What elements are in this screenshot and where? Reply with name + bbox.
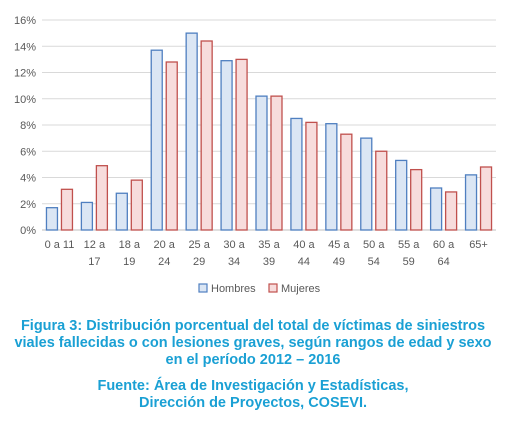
gridlines xyxy=(42,19,496,231)
bar-hombres-2 xyxy=(115,192,128,231)
legend-label-hombres: Hombres xyxy=(211,283,256,295)
x-tick-label: 55 a xyxy=(398,239,420,251)
x-tick-label: 65+ xyxy=(469,239,488,251)
legend-label-mujeres: Mujeres xyxy=(281,283,321,295)
x-tick-label: 20 a xyxy=(154,239,176,251)
bar-mujeres-0 xyxy=(60,188,74,231)
bar-hombres-1 xyxy=(80,201,94,231)
legend: Hombres Mujeres xyxy=(198,283,321,295)
bar-hombres-6 xyxy=(255,95,268,231)
bar-mujeres-12 xyxy=(479,166,493,231)
bar-hombres-5 xyxy=(220,60,233,231)
x-tick-label: 54 xyxy=(368,256,380,268)
bar-chart: 0% 2% 4% 6% 8% 10% 12% 14% 16% 0 a 11 12 a 17 18 a 1… xyxy=(14,15,496,295)
x-tick-label: 59 xyxy=(403,256,415,268)
bar-mujeres-4 xyxy=(200,40,213,231)
bar-hombres-0 xyxy=(45,207,59,231)
bar-hombres-8 xyxy=(325,123,338,231)
bar-hombres-4 xyxy=(185,32,198,231)
x-tick-label: 18 a xyxy=(119,239,141,251)
figure-source: Fuente: Área de Investigación y Estadíst… xyxy=(0,378,506,412)
bar-hombres-12 xyxy=(464,174,478,231)
caption-line: viales fallecidas o con lesiones graves,… xyxy=(14,335,492,351)
x-tick-label: 49 xyxy=(333,256,345,268)
x-tick-label: 64 xyxy=(437,256,449,268)
x-tick-label: 19 xyxy=(123,256,135,268)
bar-mujeres-6 xyxy=(270,95,283,231)
bar-mujeres-7 xyxy=(305,121,318,231)
bar-hombres-7 xyxy=(290,117,303,231)
x-tick-label: 25 a xyxy=(188,239,210,251)
x-tick-label: 60 a xyxy=(433,239,455,251)
y-tick-label: 2% xyxy=(20,199,36,211)
x-tick-label: 35 a xyxy=(258,239,280,251)
x-tick-label: 50 a xyxy=(363,239,385,251)
bar-mujeres-11 xyxy=(444,191,458,231)
bar-mujeres-8 xyxy=(340,133,353,231)
x-tick-label: 30 a xyxy=(223,239,245,251)
y-tick-label: 12% xyxy=(14,68,36,80)
x-tick-label: 40 a xyxy=(293,239,315,251)
y-tick-label: 0% xyxy=(20,225,36,237)
x-tick-label: 24 xyxy=(158,256,170,268)
caption-line: Figura 3: Distribución porcentual del to… xyxy=(20,318,486,334)
bar-mujeres-9 xyxy=(375,150,388,231)
bars xyxy=(45,32,493,231)
y-axis-ticks: 0% 2% 4% 6% 8% 10% 12% 14% 16% xyxy=(14,15,36,237)
caption-line: en el período 2012 – 2016 xyxy=(165,352,341,368)
x-tick-label: 44 xyxy=(298,256,310,268)
x-tick-label: 39 xyxy=(263,256,275,268)
legend-swatch-mujeres xyxy=(268,283,278,293)
x-tick-label: 17 xyxy=(88,256,100,268)
bar-mujeres-1 xyxy=(95,165,109,231)
x-tick-label: 45 a xyxy=(328,239,350,251)
bar-hombres-9 xyxy=(360,137,373,231)
x-axis-ticks: 0 a 11 12 a 17 18 a 19 20 a 24 25 a 29 30 a 34 35 a… xyxy=(45,239,488,268)
y-tick-label: 16% xyxy=(14,15,36,27)
x-tick-label: 29 xyxy=(193,256,205,268)
x-tick-label: 34 xyxy=(228,256,240,268)
bar-hombres-11 xyxy=(429,187,443,231)
y-tick-label: 6% xyxy=(20,146,36,158)
y-tick-label: 4% xyxy=(20,173,36,185)
bar-mujeres-5 xyxy=(235,58,248,231)
bar-mujeres-2 xyxy=(130,179,143,231)
source-line: Dirección de Proyectos, COSEVI. xyxy=(138,395,368,411)
chart-area: 0% 2% 4% 6% 8% 10% 12% 14% 16% 0 a 11 12 a 17 18 a 1… xyxy=(14,15,496,295)
x-tick-label: 12 a xyxy=(84,239,106,251)
legend-swatch-hombres xyxy=(198,283,208,293)
source-line: Fuente: Área de Investigación y Estadíst… xyxy=(97,378,409,394)
figure-caption: Figura 3: Distribución porcentual del to… xyxy=(0,318,506,369)
x-tick-label: 0 a 11 xyxy=(45,239,75,251)
bar-hombres-3 xyxy=(150,49,163,231)
bar-hombres-10 xyxy=(395,159,408,231)
y-tick-label: 8% xyxy=(20,120,36,132)
bar-mujeres-10 xyxy=(410,168,423,231)
y-tick-label: 10% xyxy=(14,94,36,106)
y-tick-label: 14% xyxy=(14,41,36,53)
bar-mujeres-3 xyxy=(165,61,178,231)
